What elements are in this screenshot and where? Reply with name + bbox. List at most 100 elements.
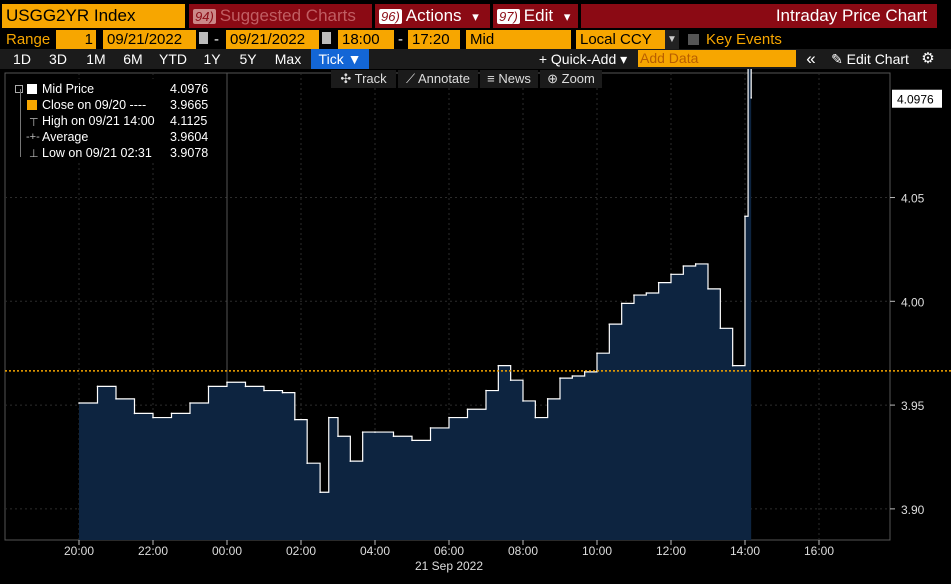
data-point xyxy=(509,379,512,381)
x-tick-label: 00:00 xyxy=(212,544,242,558)
quick-add-button[interactable]: + Quick-Add ▾ xyxy=(538,51,628,67)
last-price-box xyxy=(892,89,942,108)
y-tick-label: 3.95 xyxy=(901,399,925,413)
edit-chart-button[interactable]: ✎ Edit Chart xyxy=(831,51,909,67)
legend-tree-line xyxy=(20,89,21,157)
actions-button[interactable]: 96) Actions ▾ xyxy=(375,4,490,28)
news-tool[interactable]: ≡ News xyxy=(480,70,538,88)
legend: Mid Price 4.0976 Close on 09/20 ---- 3.9… xyxy=(13,79,218,163)
legend-row: -+- Average 3.9604 xyxy=(13,129,218,145)
data-point xyxy=(327,416,330,419)
suggested-num: 94) xyxy=(193,9,216,24)
calendar-icon[interactable] xyxy=(322,32,331,44)
data-point xyxy=(707,288,709,290)
data-point xyxy=(682,265,685,267)
legend-row: ⊤ High on 09/21 14:00 4.1125 xyxy=(13,113,218,129)
legend-key: Close on 09/20 ---- xyxy=(42,98,147,112)
white-box-icon xyxy=(27,84,37,94)
legend-row: Close on 09/20 ---- 3.9665 xyxy=(13,97,218,113)
period-3d[interactable]: 3D xyxy=(49,51,67,67)
edit-button[interactable]: 97) Edit ▾ xyxy=(493,4,578,28)
annotate-tool[interactable]: ⟋ Annotate xyxy=(398,70,478,88)
actions-label: Actions xyxy=(405,6,462,25)
zoom-tool[interactable]: ⊕ Zoom xyxy=(540,70,602,88)
data-point xyxy=(226,381,228,384)
data-point xyxy=(485,389,487,392)
data-point xyxy=(608,323,611,325)
start-date-input[interactable]: 09/21/2022 xyxy=(103,30,196,49)
data-point xyxy=(429,427,432,429)
data-point xyxy=(645,292,648,294)
x-tick-label: 04:00 xyxy=(360,544,390,558)
legend-key: Mid Price xyxy=(42,82,95,96)
orange-box-icon xyxy=(27,100,37,110)
x-tick-label: 08:00 xyxy=(508,544,538,558)
period-max[interactable]: Max xyxy=(274,51,302,67)
data-point xyxy=(294,418,296,421)
edit-label: Edit xyxy=(523,6,554,25)
data-point xyxy=(78,402,80,404)
track-tool[interactable]: ✣ Track xyxy=(331,70,396,88)
data-point xyxy=(96,385,99,388)
data-point xyxy=(522,400,524,402)
suggested-charts-button[interactable]: 94) Suggested Charts xyxy=(189,4,372,28)
end-date-input[interactable]: 09/21/2022 xyxy=(226,30,319,49)
period-ytd[interactable]: YTD xyxy=(159,51,187,67)
period-1m[interactable]: 1M xyxy=(86,51,106,67)
add-data-input[interactable]: Add Data xyxy=(638,50,796,67)
legend-value: 3.9665 xyxy=(170,98,209,112)
data-point xyxy=(719,327,722,330)
data-point xyxy=(534,416,537,419)
suggested-label: Suggested Charts xyxy=(219,6,356,25)
currency-select[interactable]: Local CCY xyxy=(576,30,665,49)
data-point xyxy=(281,391,284,394)
data-point xyxy=(744,215,746,218)
key-events-checkbox[interactable] xyxy=(688,34,699,45)
last-price-label: 4.0976 xyxy=(897,93,934,107)
data-point xyxy=(497,364,500,367)
data-point xyxy=(546,398,549,400)
data-point xyxy=(750,97,752,99)
legend-key: High on 09/21 14:00 xyxy=(42,114,155,128)
period-1y[interactable]: 1Y xyxy=(203,51,221,67)
gear-icon[interactable]: ⚙ xyxy=(921,50,935,67)
end-time-input[interactable]: 17:20 xyxy=(408,30,460,49)
data-point xyxy=(207,385,210,388)
legend-key: Low on 09/21 02:31 xyxy=(42,146,152,160)
range-label: Range xyxy=(6,31,51,48)
data-point xyxy=(263,389,265,392)
legend-row: Mid Price 4.0976 xyxy=(13,81,218,97)
y-tick-label: 4.00 xyxy=(901,295,925,309)
period-1d[interactable]: 1D xyxy=(13,51,31,67)
data-point xyxy=(170,412,173,415)
data-point xyxy=(374,431,376,433)
period-5y[interactable]: 5Y xyxy=(239,51,257,67)
data-point xyxy=(244,385,247,388)
price-type-select[interactable]: Mid xyxy=(466,30,571,49)
range-value-input[interactable]: 1 xyxy=(56,30,96,49)
tick-select[interactable]: Tick ▼ xyxy=(311,49,369,69)
data-point xyxy=(189,402,191,404)
data-point xyxy=(596,352,598,355)
x-tick-label: 06:00 xyxy=(434,544,464,558)
x-tick-label: 20:00 xyxy=(64,544,94,558)
key-events-label: Key Events xyxy=(706,31,782,48)
data-point xyxy=(731,364,734,367)
legend-value: 3.9604 xyxy=(170,130,209,144)
period-6m[interactable]: 6M xyxy=(123,51,143,67)
time-dash: - xyxy=(398,31,403,48)
chevron-down-icon: ▾ xyxy=(472,9,479,24)
start-time-input[interactable]: 18:00 xyxy=(338,30,394,49)
data-point xyxy=(694,263,697,265)
collapse-box-icon[interactable] xyxy=(15,85,23,93)
low-marker-icon: ⊥ xyxy=(29,148,39,160)
data-point xyxy=(466,408,469,411)
calendar-icon[interactable] xyxy=(199,32,208,44)
x-tick-label: 12:00 xyxy=(656,544,686,558)
ticker-field[interactable]: USGG2YR Index xyxy=(2,4,185,28)
y-tick-label: 4.05 xyxy=(901,192,925,206)
x-tick-label: 22:00 xyxy=(138,544,168,558)
currency-dropdown-icon[interactable]: ▼ xyxy=(665,30,679,49)
edit-num: 97) xyxy=(497,9,520,24)
collapse-icon[interactable]: « xyxy=(806,49,816,68)
